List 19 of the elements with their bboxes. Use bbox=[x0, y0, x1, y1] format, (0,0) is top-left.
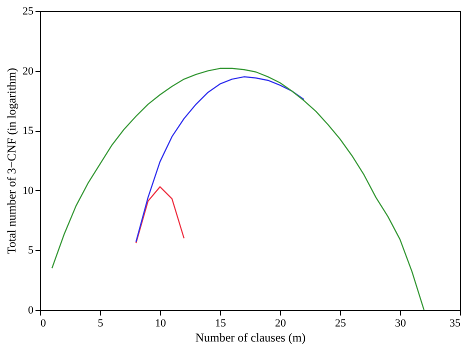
x-tick-label: 5 bbox=[98, 318, 104, 330]
y-tick-label: 10 bbox=[22, 184, 34, 197]
y-tick-label: 5 bbox=[28, 244, 34, 257]
x-axis-title: Number of clauses (m) bbox=[195, 330, 306, 344]
line-series bbox=[135, 76, 305, 242]
line-series bbox=[51, 68, 425, 310]
line-series bbox=[135, 186, 185, 244]
y-tick-label: 15 bbox=[22, 125, 34, 138]
y-tick-label: 0 bbox=[28, 304, 34, 316]
y-tick-label: 25 bbox=[22, 6, 34, 18]
y-axis-title: Total number of 3−CNF (in logarithm) bbox=[4, 68, 18, 254]
x-tick-label: 25 bbox=[335, 318, 346, 330]
x-tick-label: 35 bbox=[450, 318, 461, 330]
x-tick-label: 30 bbox=[395, 318, 406, 330]
x-tick-label: 20 bbox=[275, 318, 286, 330]
x-tick-label: 10 bbox=[155, 318, 166, 330]
x-tick-label: 0 bbox=[40, 318, 46, 330]
y-tick-label: 20 bbox=[22, 65, 34, 78]
x-tick-label: 15 bbox=[215, 318, 226, 330]
